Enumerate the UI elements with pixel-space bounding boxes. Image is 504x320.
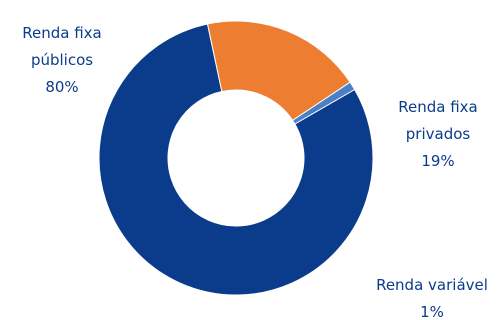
slice-value-label: 19% xyxy=(421,152,454,170)
slice-category-label: públicos xyxy=(31,51,93,69)
slice-label-1: Renda fixa públicos 80% xyxy=(22,24,101,96)
slice-label-2: Renda fixa privados 19% xyxy=(398,98,477,170)
slice-2 xyxy=(206,20,351,122)
slice-1 xyxy=(98,23,374,296)
slice-label-3: Renda variável 1% xyxy=(376,276,488,320)
slice-category-label: Renda fixa xyxy=(22,24,101,42)
slice-3 xyxy=(291,81,356,125)
slice-value-label: 1% xyxy=(420,303,444,320)
slice-category-label: privados xyxy=(406,125,471,143)
slice-value-label: 80% xyxy=(45,78,78,96)
slice-category-label: Renda variável xyxy=(376,276,488,294)
slice-category-label: Renda fixa xyxy=(398,98,477,116)
